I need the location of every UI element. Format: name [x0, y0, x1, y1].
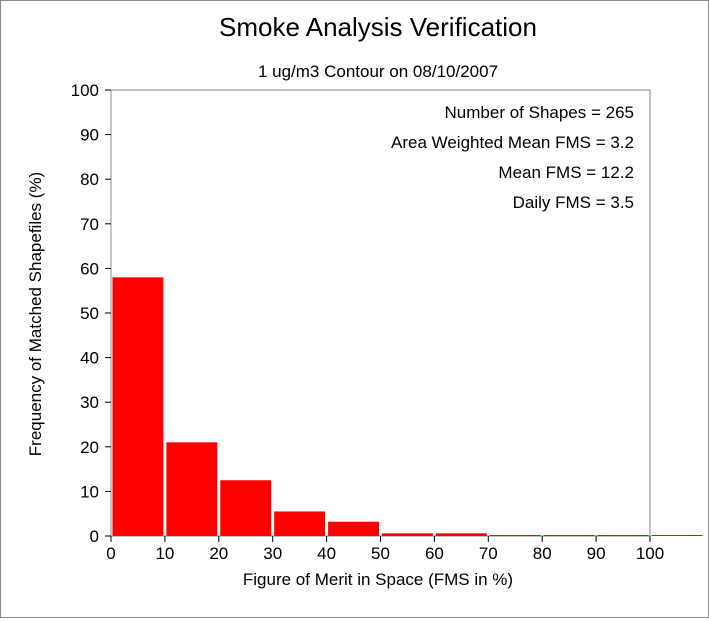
bar-20-30 — [220, 480, 272, 536]
y-tick-label-80: 80 — [80, 170, 99, 189]
bar-100-110 — [651, 535, 703, 536]
x-axis-ticks: 0 10 20 30 40 50 60 70 80 90 100 — [106, 536, 664, 563]
x-tick-label-0: 0 — [106, 544, 115, 563]
bar-50-60 — [382, 533, 433, 536]
bar-10-20 — [166, 442, 218, 536]
y-tick-label-90: 90 — [80, 126, 99, 145]
x-tick-label-30: 30 — [263, 544, 282, 563]
y-tick-label-50: 50 — [80, 304, 99, 323]
bar-60-70 — [435, 533, 487, 536]
y-tick-label-40: 40 — [80, 349, 99, 368]
y-tick-label-10: 10 — [80, 482, 99, 501]
x-tick-label-20: 20 — [209, 544, 228, 563]
bar-70-80 — [489, 535, 541, 536]
y-tick-label-60: 60 — [80, 259, 99, 278]
x-tick-label-80: 80 — [533, 544, 552, 563]
y-tick-label-100: 100 — [71, 81, 99, 100]
y-axis-label: Frequency of Matched Shapefiles (%) — [26, 172, 45, 456]
chart-title: Smoke Analysis Verification — [219, 12, 537, 42]
x-tick-label-40: 40 — [317, 544, 336, 563]
bar-30-40 — [274, 511, 326, 536]
x-tick-label-50: 50 — [371, 544, 390, 563]
bars-group — [112, 277, 703, 536]
chart-subtitle: 1 ug/m3 Contour on 08/10/2007 — [258, 62, 498, 81]
bar-80-90 — [543, 535, 595, 536]
bar-90-100 — [597, 535, 649, 536]
x-tick-label-10: 10 — [155, 544, 174, 563]
x-tick-label-90: 90 — [587, 544, 606, 563]
bar-0-10 — [112, 277, 164, 536]
y-tick-label-30: 30 — [80, 393, 99, 412]
y-tick-label-20: 20 — [80, 438, 99, 457]
bar-40-50 — [328, 521, 379, 536]
stat-annotation-4: Daily FMS = 3.5 — [513, 193, 634, 212]
x-axis-label: Figure of Merit in Space (FMS in %) — [243, 570, 513, 589]
y-axis-ticks: 0 10 20 30 40 50 60 70 80 90 100 — [71, 81, 111, 546]
y-tick-label-0: 0 — [90, 527, 99, 546]
x-tick-label-60: 60 — [425, 544, 444, 563]
y-tick-label-70: 70 — [80, 215, 99, 234]
stat-annotation-2: Area Weighted Mean FMS = 3.2 — [391, 133, 634, 152]
stats-annotations: Number of Shapes = 265 Area Weighted Mean… — [391, 103, 634, 212]
stat-annotation-3: Mean FMS = 12.2 — [498, 163, 634, 182]
x-tick-label-70: 70 — [479, 544, 498, 563]
x-tick-label-100: 100 — [636, 544, 664, 563]
stat-annotation-1: Number of Shapes = 265 — [445, 103, 634, 122]
